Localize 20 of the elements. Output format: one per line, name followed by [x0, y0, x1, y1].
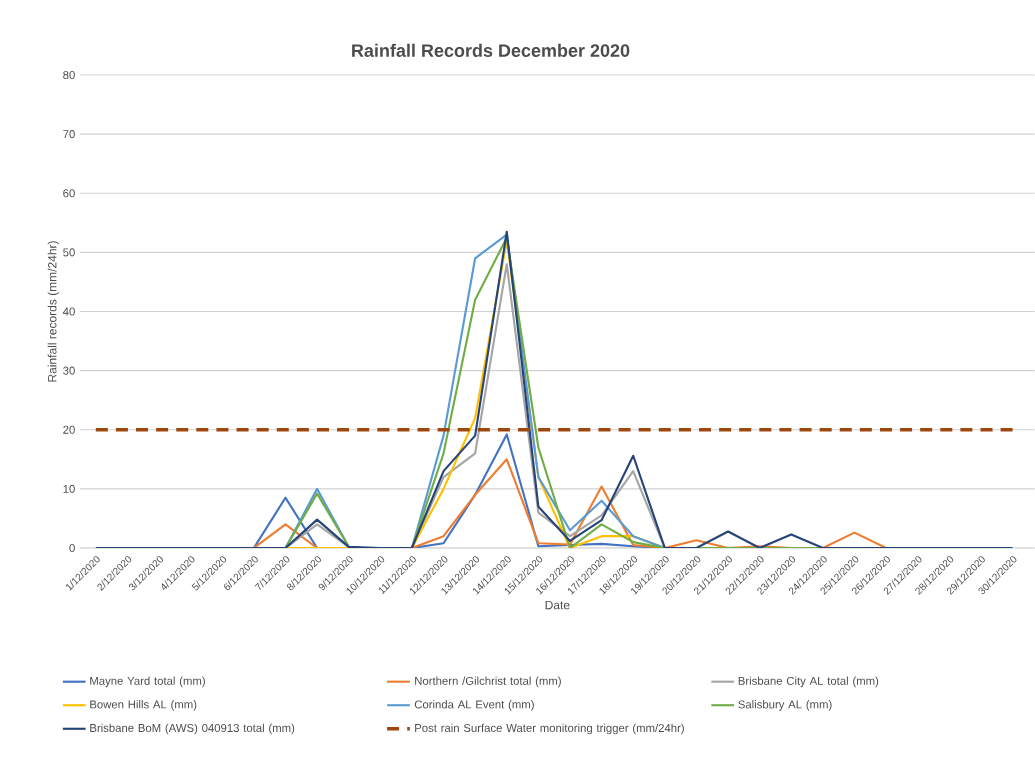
legend-label: Salisbury AL (mm): [738, 700, 832, 711]
y-tick-label: 60: [63, 189, 75, 198]
y-tick-label: 50: [63, 248, 75, 257]
legend-label: Brisbane BoM (AWS) 040913 total (mm): [90, 723, 295, 735]
y-tick-label: 10: [63, 484, 75, 493]
y-tick-label: 80: [63, 71, 75, 80]
y-tick-label: 70: [63, 130, 75, 139]
x-axis-title: Date: [545, 600, 570, 610]
legend-label: Mayne Yard total (mm): [90, 676, 205, 688]
y-tick-label: 0: [69, 544, 75, 553]
y-tick-label: 30: [63, 366, 75, 375]
legend-label: Brisbane City AL total (mm): [738, 676, 879, 688]
y-tick-label: 40: [62, 307, 75, 316]
chart-title: Rainfall Records December 2020: [352, 43, 630, 57]
legend-label: Corinda AL Event (mm): [414, 700, 534, 711]
legend-label: Bowen Hills AL (mm): [90, 700, 197, 711]
legend-label: Post rain Surface Water monitoring trigger (mm/24hr): [415, 723, 684, 735]
legend-label: Northern /Gilchrist total (mm): [415, 676, 561, 688]
y-axis-title: Rainfall records (mm/24hr): [47, 241, 59, 382]
y-tick-label: 20: [63, 425, 75, 434]
